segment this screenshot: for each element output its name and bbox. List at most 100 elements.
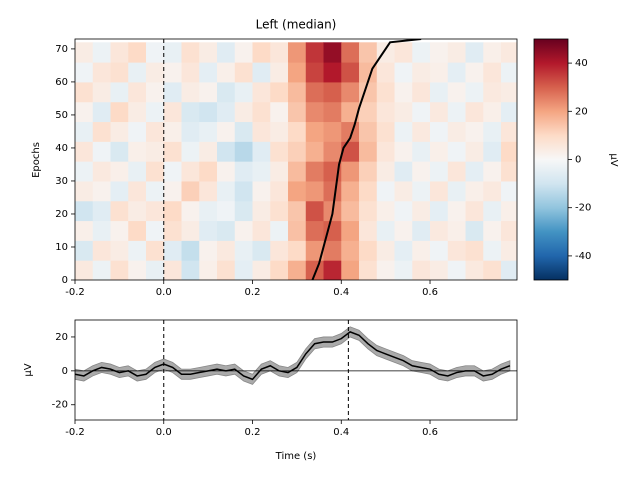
heatmap-cell (163, 200, 183, 222)
heatmap-cell (465, 200, 484, 222)
heatmap-cell (75, 161, 94, 182)
heatmap-cell (341, 141, 360, 162)
heatmap-cell (181, 161, 200, 182)
heatmap-cell (359, 161, 378, 182)
heatmap-cell (483, 161, 502, 182)
heatmap-cell (483, 101, 502, 123)
heatmap-cell (128, 101, 147, 123)
heatmap-cell (288, 101, 307, 123)
x-tick-label: 0.6 (422, 287, 438, 298)
x-tick-label: 0.2 (245, 427, 261, 438)
heatmap-cell (394, 240, 413, 261)
heatmap-cell (252, 101, 271, 123)
colorbar-tick-label: 40 (575, 58, 588, 69)
heatmap-cell (163, 81, 183, 103)
heatmap-cell (234, 220, 254, 241)
heatmap-cell (394, 42, 413, 63)
heatmap-cell (359, 42, 378, 63)
heatmap-cell (199, 81, 218, 103)
heatmap-cell (128, 42, 147, 63)
heatmap-cell (305, 42, 325, 63)
image-area (75, 39, 517, 280)
sort-line (311, 39, 422, 280)
heatmap-cell (305, 220, 325, 241)
heatmap-cell (501, 220, 517, 241)
colorbar-tick-label: -40 (575, 251, 591, 262)
axes-frame (74, 319, 518, 421)
heatmap-cell (483, 81, 502, 103)
heatmap-cell (270, 180, 289, 202)
heatmap-cell (199, 161, 218, 182)
colorbar-tick-label: 20 (575, 106, 588, 117)
heatmap-cell (394, 62, 413, 83)
heatmap-cell (234, 240, 254, 261)
heatmap-cell (181, 141, 200, 162)
heatmap-cell (234, 200, 254, 222)
heatmap-cell (128, 62, 147, 83)
heatmap-cell (430, 260, 449, 280)
y-tick-label: 60 (55, 77, 68, 88)
heatmap-cell (376, 141, 396, 162)
y-tick-label: 20 (55, 209, 68, 220)
heatmap-cell (146, 260, 165, 280)
heatmap-cell (234, 180, 254, 202)
heatmap-cell (376, 121, 396, 142)
heatmap-cell (323, 81, 342, 103)
heatmap-cell (305, 260, 325, 280)
heatmap-cell (394, 81, 413, 103)
heatmap-cell (376, 81, 396, 103)
heatmap-cell (305, 180, 325, 202)
heatmap-cell (181, 62, 200, 83)
heatmap-cell (394, 220, 413, 241)
heatmap-cell (483, 200, 502, 222)
heatmap-cell (288, 81, 307, 103)
heatmap-cell (501, 121, 517, 142)
heatmap-cell (288, 180, 307, 202)
heatmap-cell (430, 240, 449, 261)
heatmap-cell (163, 220, 183, 241)
heatmap-cell (146, 141, 165, 162)
heatmap-cell (501, 62, 517, 83)
heatmap-cell (128, 141, 147, 162)
heatmap-cell (199, 200, 218, 222)
heatmap-cell (110, 62, 129, 83)
heatmap-cell (501, 200, 517, 222)
heatmap-cell (376, 42, 396, 63)
heatmap-cell (483, 260, 502, 280)
heatmap-cell (501, 260, 517, 280)
heatmap-cell (341, 161, 360, 182)
heatmap-cell (163, 141, 183, 162)
heatmap-cell (146, 180, 165, 202)
heatmap-cell (92, 180, 112, 202)
heatmap-cell (110, 161, 129, 182)
heatmap-cell (465, 42, 484, 63)
heatmap-cell (465, 220, 484, 241)
heatmap-cell (501, 81, 517, 103)
heatmap-cell (359, 200, 378, 222)
heatmap-cell (465, 81, 484, 103)
heatmap-cell (92, 141, 112, 162)
heatmap-cell (341, 81, 360, 103)
heatmap-cell (217, 200, 236, 222)
heatmap-cell (128, 161, 147, 182)
colorbar-label: µV (608, 153, 619, 166)
evoked-line (75, 331, 511, 381)
heatmap-cell (430, 220, 449, 241)
heatmap-cell (465, 161, 484, 182)
heatmap-cell (447, 240, 467, 261)
heatmap-cell (270, 220, 289, 241)
heatmap-cell (323, 121, 342, 142)
heatmap-cell (199, 101, 218, 123)
heatmap-cell (447, 161, 467, 182)
heatmap-cell (447, 121, 467, 142)
heatmap-cell (75, 260, 94, 280)
heatmap-cell (217, 101, 236, 123)
heatmap-cell (430, 200, 449, 222)
heatmap-cell (163, 260, 183, 280)
heatmap-cell (199, 220, 218, 241)
heatmap-cell (75, 42, 94, 63)
heatmap-cell (128, 260, 147, 280)
heatmap-cell (181, 260, 200, 280)
y-tick-label: -20 (52, 400, 68, 411)
